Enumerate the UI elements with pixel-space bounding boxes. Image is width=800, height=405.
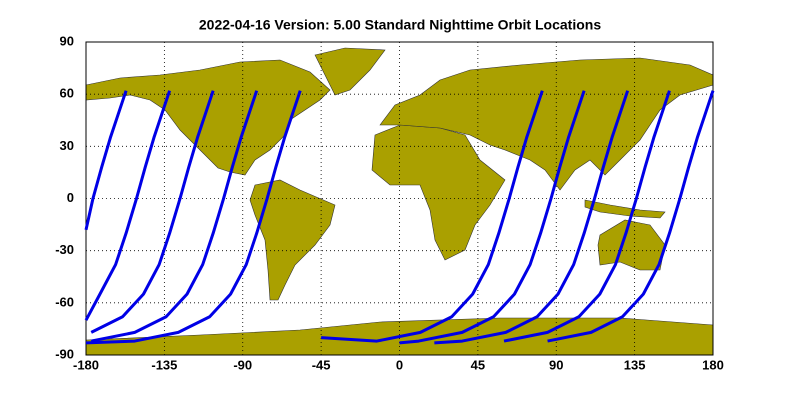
y-tick-label: 30: [60, 138, 74, 153]
x-tick-label: -45: [312, 357, 331, 372]
australia: [597, 219, 666, 271]
y-tick-label: -90: [55, 346, 74, 361]
africa: [371, 124, 506, 261]
y-tick-label: -30: [55, 242, 74, 257]
x-tick-label: 0: [396, 357, 403, 372]
orbit-track: [547, 90, 715, 343]
indonesia: [584, 199, 666, 219]
x-tick-label: 45: [471, 357, 485, 372]
orbit-track: [90, 90, 215, 334]
eurasia: [379, 57, 714, 191]
orbit-track: [503, 90, 671, 343]
x-tick-label: 180: [702, 357, 724, 372]
x-tick-label: 90: [549, 357, 563, 372]
orbit-track: [434, 90, 630, 345]
orbit-track: [84, 90, 128, 231]
y-tick-label: 60: [60, 86, 74, 101]
orbit-track: [399, 90, 586, 345]
y-tick-label: 0: [67, 190, 74, 205]
y-tick-label: -60: [55, 294, 74, 309]
north-america: [85, 59, 331, 176]
y-tick-label: 90: [60, 33, 74, 48]
greenland: [314, 47, 386, 96]
orbit-track: [90, 90, 259, 343]
x-tick-label: -90: [233, 357, 252, 372]
chart-title: 2022-04-16 Version: 5.00 Standard Nightt…: [199, 17, 601, 33]
orbit-track: [84, 90, 172, 321]
x-tick-label: 135: [624, 357, 646, 372]
orbit-track: [321, 90, 544, 343]
south-america: [249, 179, 336, 301]
x-tick-label: -135: [151, 357, 177, 372]
x-tick-label: -180: [73, 357, 99, 372]
orbit-track: [85, 90, 302, 345]
